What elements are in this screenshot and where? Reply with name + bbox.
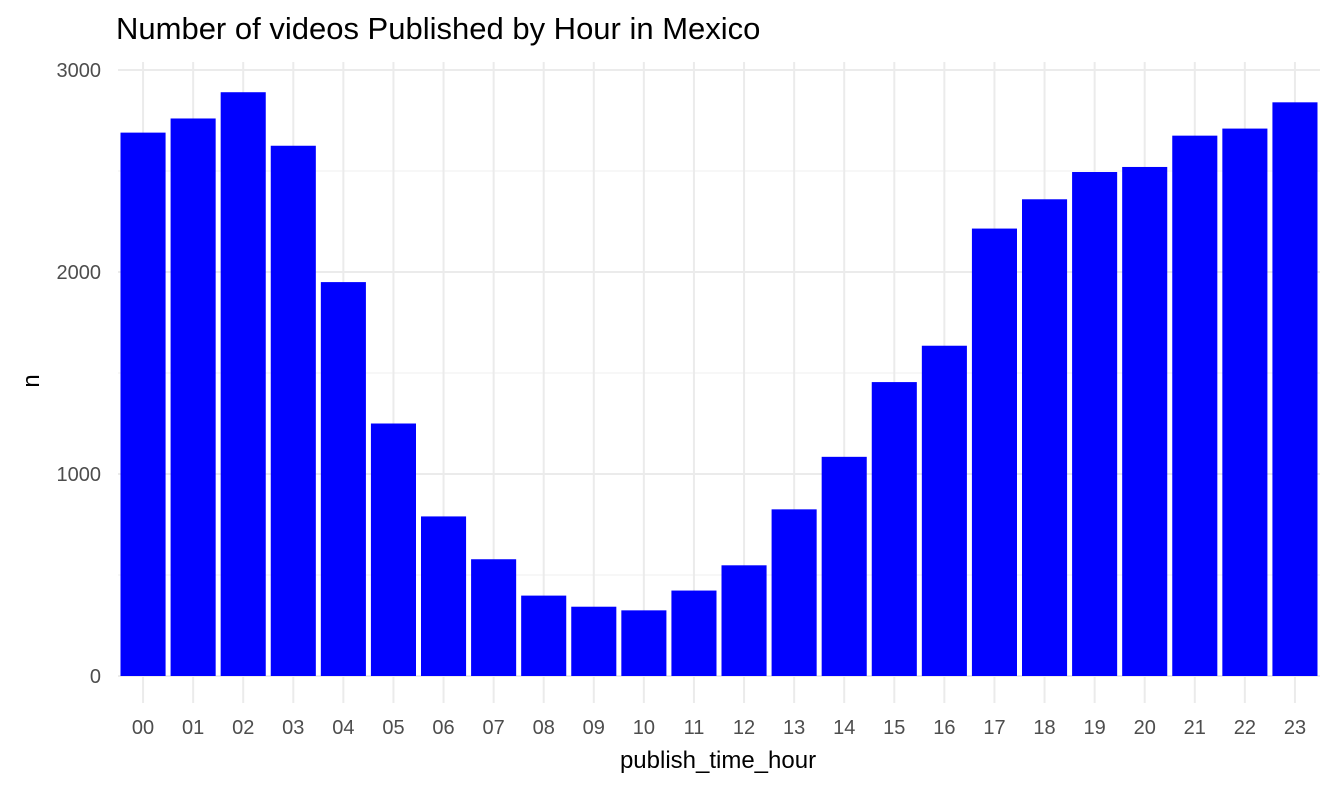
bar-19 (1072, 172, 1118, 676)
bar-18 (1022, 199, 1068, 676)
x-tick-label: 09 (583, 717, 605, 739)
bar-20 (1122, 166, 1168, 676)
bar-03 (270, 145, 316, 676)
x-tick-label: 23 (1284, 717, 1306, 739)
x-tick-label: 21 (1184, 717, 1206, 739)
x-tick-label: 14 (833, 717, 855, 739)
x-tick-label: 04 (332, 717, 354, 739)
bars (120, 92, 1318, 677)
x-tick-label: 18 (1033, 717, 1055, 739)
bar-12 (721, 565, 767, 676)
y-tick-label: 2000 (57, 262, 102, 284)
x-tick-label: 22 (1234, 717, 1256, 739)
chart-title: Number of videos Published by Hour in Me… (116, 11, 760, 46)
bar-10 (621, 610, 667, 676)
bar-23 (1272, 102, 1318, 676)
x-tick-label: 00 (132, 717, 154, 739)
x-tick-label: 01 (182, 717, 204, 739)
x-tick-label: 12 (733, 717, 755, 739)
y-tick-label: 0 (90, 666, 101, 688)
bar-08 (521, 595, 567, 676)
x-tick-label: 02 (232, 717, 254, 739)
bar-00 (120, 132, 166, 676)
x-tick-label: 20 (1134, 717, 1156, 739)
bar-07 (471, 559, 517, 676)
bar-21 (1172, 135, 1218, 676)
x-tick-label: 06 (432, 717, 454, 739)
x-tick-label: 13 (783, 717, 805, 739)
bar-16 (921, 345, 967, 676)
bar-17 (971, 228, 1017, 676)
x-tick-label: 15 (883, 717, 905, 739)
y-axis-title: n (18, 374, 45, 387)
x-tick-label: 10 (633, 717, 655, 739)
bar-06 (421, 516, 467, 676)
bar-05 (370, 423, 416, 676)
x-tick-label: 07 (483, 717, 505, 739)
x-axis-ticks: 00 01 02 03 04 05 06 07 08 09 10 11 12 13 14 15 16 17 18 19… (132, 717, 1306, 739)
bar-15 (871, 382, 917, 676)
bar-09 (571, 606, 617, 676)
bar-22 (1222, 128, 1268, 676)
y-tick-label: 3000 (57, 60, 102, 82)
y-axis-ticks: 0 1000 2000 3000 (57, 60, 102, 688)
x-tick-label: 19 (1084, 717, 1106, 739)
x-tick-label: 05 (382, 717, 404, 739)
x-tick-label: 08 (533, 717, 555, 739)
x-tick-label: 03 (282, 717, 304, 739)
bar-02 (220, 92, 266, 677)
x-tick-label: 17 (983, 717, 1005, 739)
x-axis-title: publish_time_hour (620, 747, 816, 774)
x-tick-label: 16 (933, 717, 955, 739)
bar-14 (821, 456, 867, 676)
bar-13 (771, 509, 817, 676)
y-tick-label: 1000 (57, 464, 102, 486)
bar-01 (170, 118, 216, 677)
bar-04 (320, 282, 366, 676)
x-tick-label: 11 (684, 717, 705, 739)
bar-11 (671, 590, 717, 676)
